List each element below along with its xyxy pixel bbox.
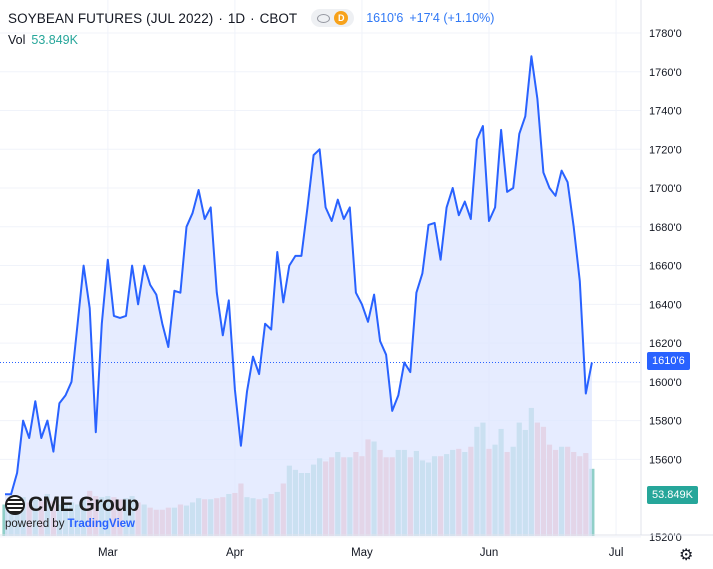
price-tick-label: 1520'0 [649, 532, 682, 544]
separator-dot: · [218, 11, 223, 26]
price-tick-label: 1760'0 [649, 67, 682, 79]
status-pill[interactable]: D [311, 9, 354, 27]
globe-icon [5, 495, 25, 515]
volume-value-tag: 53.849K [647, 486, 698, 504]
volume-legend: Vol 53.849K [8, 33, 78, 47]
price-tick-label: 1560'0 [649, 454, 682, 466]
price-tick-label: 1640'0 [649, 299, 682, 311]
volume-value: 53.849K [31, 33, 78, 47]
time-axis[interactable]: Mar Apr May Jun Jul [0, 535, 713, 559]
eye-icon [317, 14, 330, 23]
time-tick-label: Apr [226, 547, 244, 559]
last-price: 1610'6 [366, 11, 403, 25]
cme-logo: CME Group [5, 493, 139, 517]
powered-by-text: powered by TradingView [5, 518, 139, 530]
price-tick-label: 1720'0 [649, 144, 682, 156]
cme-brand-text: CME Group [28, 493, 139, 517]
settings-gear-icon[interactable]: ⚙ [679, 545, 693, 565]
price-tick-label: 1660'0 [649, 261, 682, 273]
price-tick-label: 1620'0 [649, 338, 682, 350]
price-change: +17'4 (+1.10%) [409, 11, 494, 25]
time-tick-label: Jun [480, 547, 499, 559]
price-tick-label: 1680'0 [649, 222, 682, 234]
exchange-label: CBOT [260, 11, 298, 26]
time-tick-label: Jul [609, 547, 624, 559]
powered-label: powered by [5, 518, 64, 530]
symbol-title[interactable]: SOYBEAN FUTURES (JUL 2022) [8, 11, 213, 26]
delayed-data-badge: D [334, 11, 348, 25]
tradingview-brand: TradingView [67, 518, 135, 530]
price-tick-label: 1700'0 [649, 183, 682, 195]
time-tick-label: May [351, 547, 373, 559]
separator-dot: · [250, 11, 255, 26]
price-tick-label: 1580'0 [649, 416, 682, 428]
price-axis[interactable]: 1780'0 1760'0 1740'0 1720'0 1700'0 1680'0 1660… [641, 0, 682, 544]
price-tick-label: 1740'0 [649, 106, 682, 118]
price-area-fill [5, 56, 592, 536]
time-tick-label: Mar [98, 547, 118, 559]
cme-tradingview-logo[interactable]: CME Group powered by TradingView [5, 493, 139, 530]
interval-label[interactable]: 1D [228, 11, 245, 26]
volume-label: Vol [8, 33, 25, 47]
price-tick-label: 1600'0 [649, 377, 682, 389]
last-price-tag: 1610'6 [647, 352, 690, 370]
chart-header: SOYBEAN FUTURES (JUL 2022) · 1D · CBOT D… [8, 8, 494, 28]
price-tick-label: 1780'0 [649, 28, 682, 40]
